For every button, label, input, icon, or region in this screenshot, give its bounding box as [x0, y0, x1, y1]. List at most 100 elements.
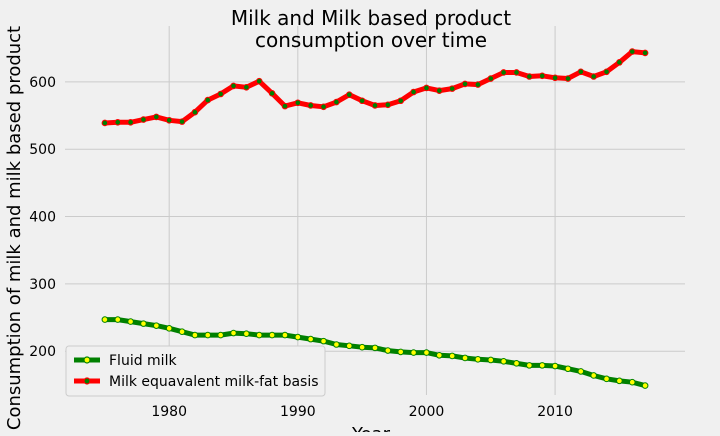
data-point — [217, 90, 224, 98]
chart-title-line-1: Milk and Milk based product — [231, 6, 511, 30]
data-point — [628, 48, 636, 55]
data-point — [551, 74, 559, 82]
data-point — [230, 82, 237, 90]
data-point — [333, 341, 340, 348]
data-point — [268, 331, 276, 339]
data-point — [526, 73, 533, 80]
data-point — [616, 377, 623, 385]
data-point — [243, 330, 250, 338]
legend-marker-milk-fat-basis — [83, 377, 91, 385]
data-point — [281, 331, 289, 339]
data-point — [397, 97, 405, 105]
legend-label-milk-fat-basis: Milk equavalent milk-fat basis — [109, 374, 319, 390]
data-point — [320, 337, 327, 345]
data-point — [551, 362, 559, 370]
x-tick-label: 1980 — [151, 404, 187, 420]
data-point — [255, 77, 263, 85]
data-point — [101, 119, 109, 127]
data-point — [538, 362, 546, 369]
data-point — [345, 342, 353, 350]
data-point — [603, 375, 610, 383]
series-0 — [101, 316, 649, 389]
data-point — [114, 316, 122, 323]
data-point — [191, 331, 199, 339]
data-point — [204, 96, 212, 104]
plot-area — [65, 26, 685, 395]
data-point — [358, 97, 366, 105]
data-point — [603, 68, 610, 76]
data-point — [384, 347, 392, 354]
x-tick-label: 2000 — [409, 404, 445, 420]
data-point — [500, 358, 507, 365]
data-point — [423, 349, 430, 356]
data-point — [474, 81, 482, 88]
y-tick-label: 400 — [29, 210, 56, 226]
data-point — [140, 116, 147, 123]
legend-entry-milk-fat-basis: Milk equavalent milk-fat basis — [74, 374, 319, 390]
data-point — [513, 69, 520, 76]
data-point — [333, 98, 340, 106]
data-point — [178, 118, 186, 125]
data-point — [371, 344, 379, 352]
y-tick-label: 600 — [29, 75, 56, 91]
data-point — [345, 91, 353, 98]
x-axis-label: Year — [351, 424, 391, 432]
data-point — [564, 75, 572, 82]
data-point — [358, 343, 366, 351]
legend-marker-fluid-milk — [83, 356, 91, 364]
legend-entry-fluid-milk: Fluid milk — [74, 353, 177, 369]
data-point — [307, 102, 314, 109]
chart-title-line-2: consumption over time — [255, 28, 487, 52]
data-point — [461, 80, 469, 88]
y-tick-label: 200 — [29, 344, 56, 360]
data-point — [165, 325, 173, 332]
data-point — [140, 320, 147, 327]
legend: Fluid milk Milk equavalent milk-fat basi… — [65, 345, 326, 397]
data-point — [165, 116, 173, 124]
data-point — [281, 102, 289, 110]
data-point — [101, 316, 109, 323]
data-point — [178, 328, 186, 336]
data-point — [217, 331, 224, 339]
data-point — [616, 59, 623, 66]
data-point — [436, 351, 443, 359]
data-point — [204, 331, 212, 339]
data-point — [577, 68, 585, 76]
data-point — [487, 356, 495, 364]
data-point — [294, 99, 302, 107]
data-point — [448, 352, 456, 360]
data-point — [564, 365, 572, 373]
data-point — [410, 88, 417, 96]
legend-box — [65, 345, 326, 397]
data-point — [590, 372, 597, 379]
data-point — [513, 360, 520, 367]
data-point — [526, 362, 533, 369]
data-point — [127, 318, 134, 325]
data-point — [384, 101, 392, 109]
x-tick-label: 2010 — [537, 404, 573, 420]
data-point — [461, 354, 469, 362]
series-1 — [101, 48, 649, 127]
data-point — [590, 73, 597, 80]
data-point — [410, 349, 417, 356]
data-point — [114, 118, 122, 126]
data-point — [641, 382, 649, 389]
data-point — [628, 378, 636, 386]
data-point — [127, 118, 134, 126]
data-point — [474, 356, 482, 363]
data-point — [230, 329, 237, 337]
data-point — [191, 108, 199, 116]
data-point — [307, 335, 314, 343]
data-point — [641, 49, 649, 57]
data-point — [487, 75, 495, 82]
data-point — [243, 83, 250, 91]
x-tick-label: 1990 — [280, 404, 316, 420]
data-point — [153, 322, 160, 329]
tick-labels: 1980 1990 2000 2010 200 300 400 500 600 — [29, 75, 573, 420]
data-point — [577, 368, 585, 375]
y-tick-label: 500 — [29, 142, 56, 158]
y-tick-label: 300 — [29, 277, 56, 293]
data-point — [397, 348, 405, 356]
data-point — [436, 87, 443, 94]
